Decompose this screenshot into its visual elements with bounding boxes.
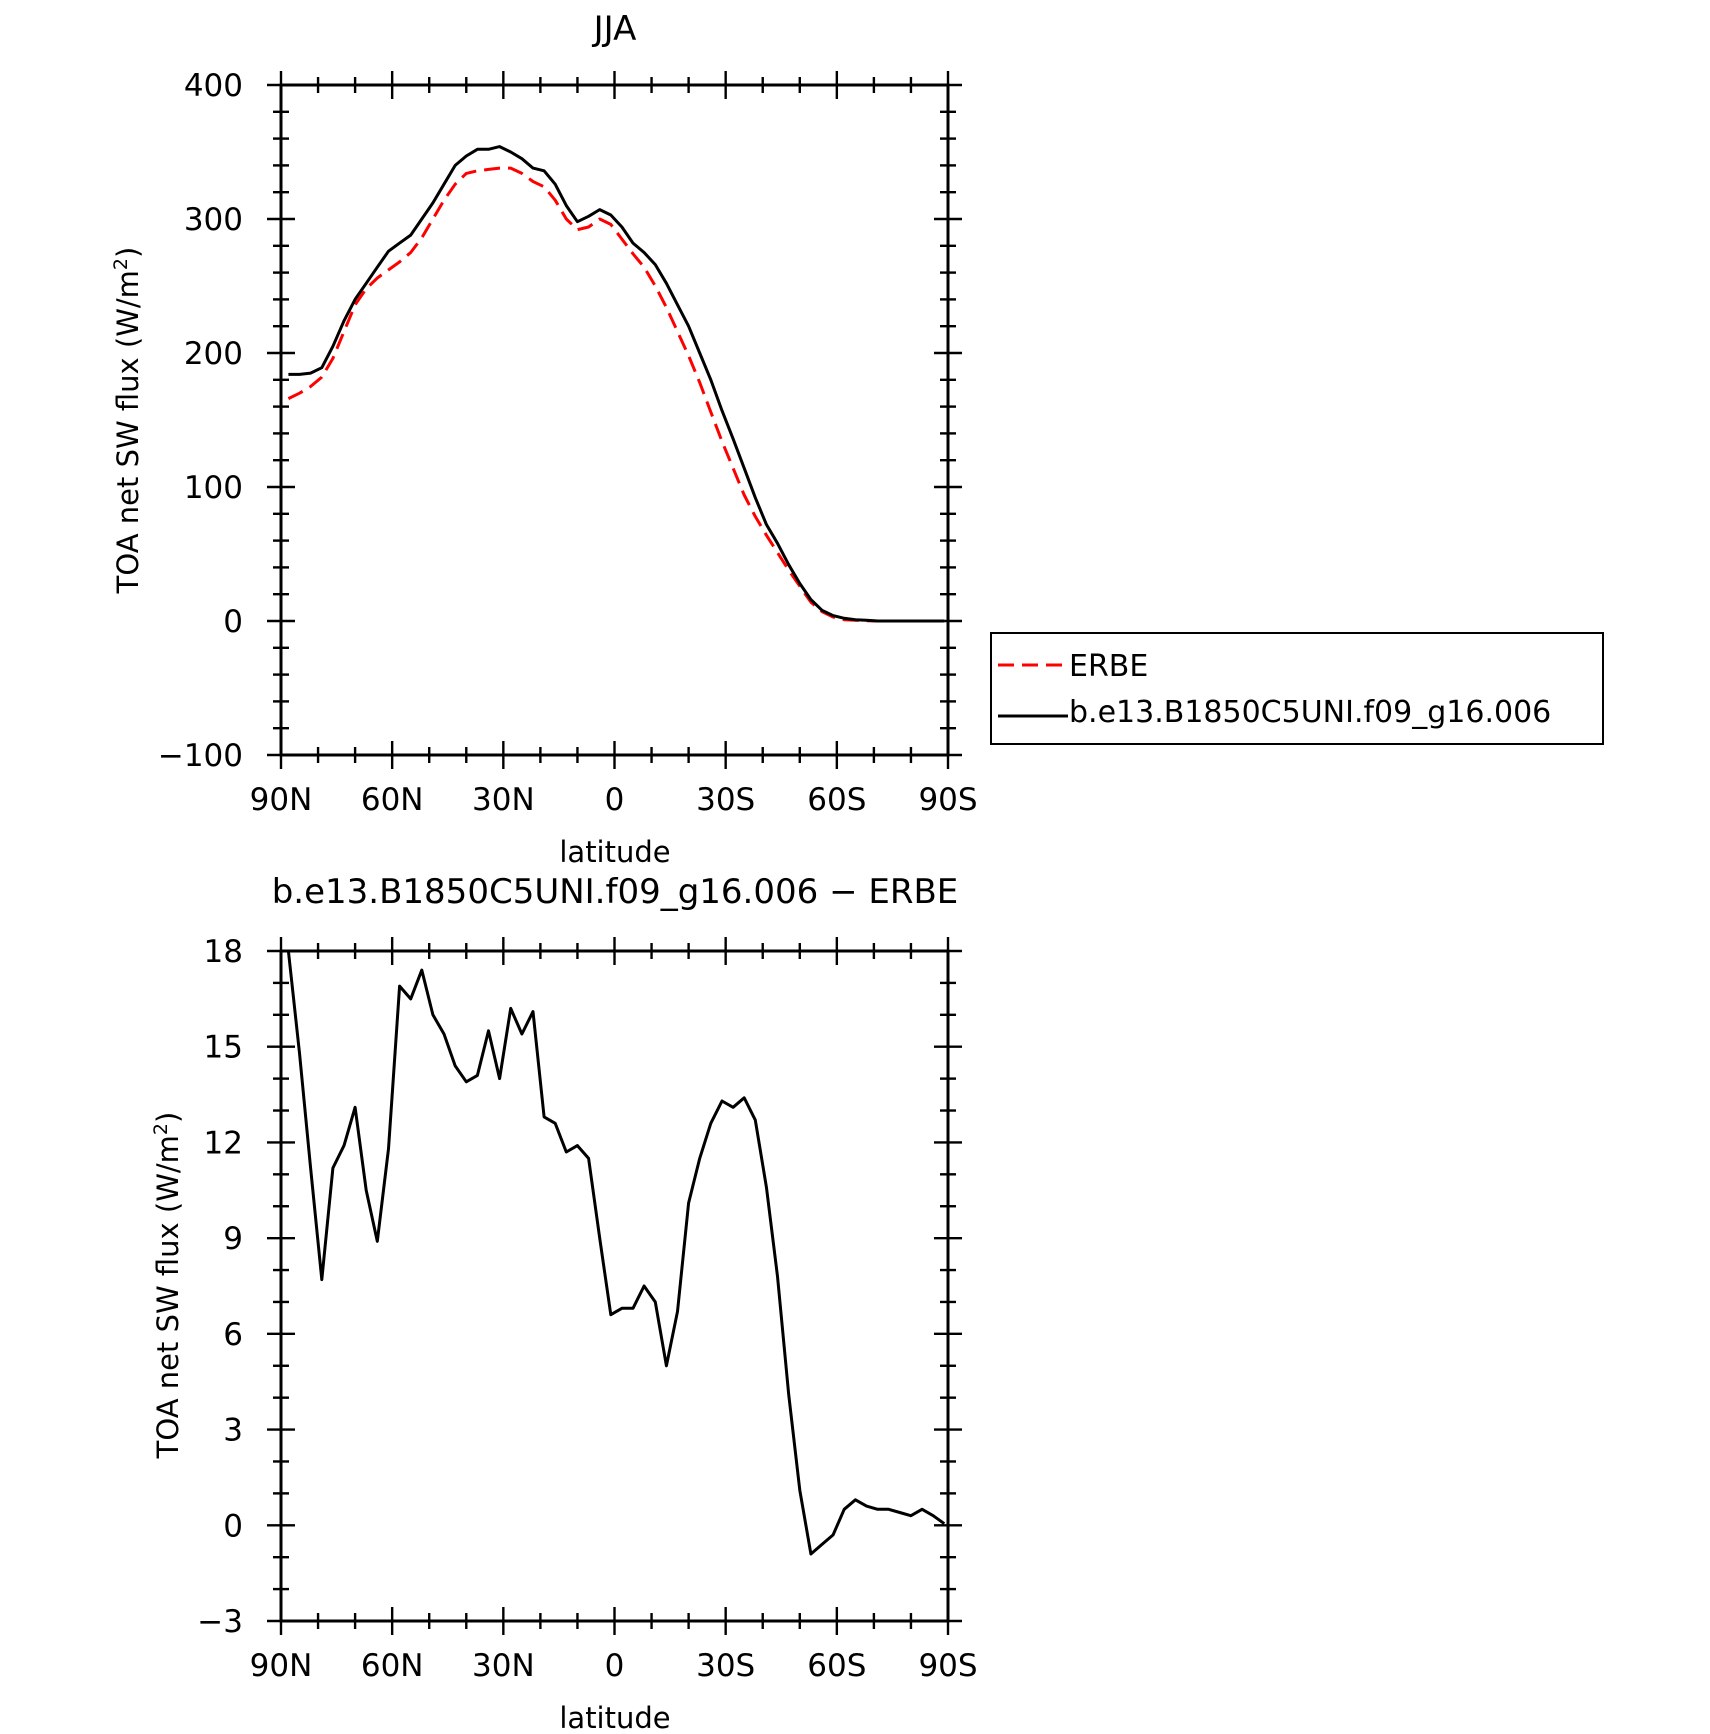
y-tick-label: 3 xyxy=(223,1413,243,1449)
x-tick-label: 60S xyxy=(807,782,866,818)
top-chart-series xyxy=(287,145,945,623)
x-tick-label: 90N xyxy=(250,1648,313,1684)
series-line-0 xyxy=(287,166,945,623)
legend-box xyxy=(990,632,1604,745)
x-tick-label: 0 xyxy=(605,1648,625,1684)
x-tick-label: 90S xyxy=(918,782,977,818)
y-tick-label: 12 xyxy=(204,1125,243,1161)
series-line-1 xyxy=(288,145,945,623)
top-chart: JJA 90N 60N 30N 0 30S 60S 90S −100 0 100 200 300 400… xyxy=(110,9,1604,869)
x-tick-label: 30S xyxy=(696,1648,755,1684)
y-tick-label: −3 xyxy=(197,1604,243,1640)
bottom-chart: b.e13.B1850C5UNI.f09_g16.006 − ERBE 90N 6… xyxy=(150,872,978,1734)
x-tick-label: 90N xyxy=(250,782,313,818)
x-tick-label: 60S xyxy=(807,1648,866,1684)
y-tick-label: 6 xyxy=(223,1317,243,1353)
x-tick-label: 60N xyxy=(361,782,424,818)
top-chart-ticks xyxy=(267,71,962,769)
x-tick-label: 0 xyxy=(605,782,625,818)
y-tick-label: 0 xyxy=(223,1508,243,1544)
legend: ERBE b.e13.B1850C5UNI.f09_g16.006 xyxy=(990,632,1604,745)
x-tick-label: 90S xyxy=(918,1648,977,1684)
legend-label-erbe: ERBE xyxy=(1069,649,1148,684)
top-chart-y-axis-label: TOA net SW flux (W/m2) xyxy=(110,247,145,595)
bottom-chart-y-axis-label: TOA net SW flux (W/m2) xyxy=(150,1112,185,1460)
y-tick-label: 18 xyxy=(204,934,243,970)
y-tick-label: 200 xyxy=(184,336,243,372)
bottom-chart-series xyxy=(286,950,946,1556)
bottom-chart-ticks xyxy=(267,937,962,1635)
series-line-0 xyxy=(286,950,946,1556)
x-tick-label: 30N xyxy=(472,1648,535,1684)
y-tick-label: 9 xyxy=(223,1221,243,1257)
y-tick-label: 0 xyxy=(223,604,243,640)
x-tick-label: 30N xyxy=(472,782,535,818)
y-tick-label: 100 xyxy=(184,470,243,506)
top-chart-frame xyxy=(279,83,950,757)
top-chart-title: JJA xyxy=(592,9,637,49)
bottom-chart-tick-labels: 90N 60N 30N 0 30S 60S 90S −3 0 3 6 9 12 15 18 xyxy=(197,934,977,1684)
y-tick-label: 15 xyxy=(204,1030,243,1066)
top-chart-x-axis-label: latitude xyxy=(559,835,670,869)
top-chart-tick-labels: 90N 60N 30N 0 30S 60S 90S −100 0 100 200 300 400 xyxy=(158,68,978,818)
bottom-chart-x-axis-label: latitude xyxy=(559,1701,670,1734)
bottom-chart-frame xyxy=(279,949,950,1623)
x-tick-label: 30S xyxy=(696,782,755,818)
y-tick-label: 400 xyxy=(184,68,243,104)
x-tick-label: 60N xyxy=(361,1648,424,1684)
bottom-chart-title: b.e13.B1850C5UNI.f09_g16.006 − ERBE xyxy=(272,872,959,912)
y-tick-label: 300 xyxy=(184,202,243,238)
legend-label-model: b.e13.B1850C5UNI.f09_g16.006 xyxy=(1069,695,1551,730)
y-tick-label: −100 xyxy=(158,738,243,774)
